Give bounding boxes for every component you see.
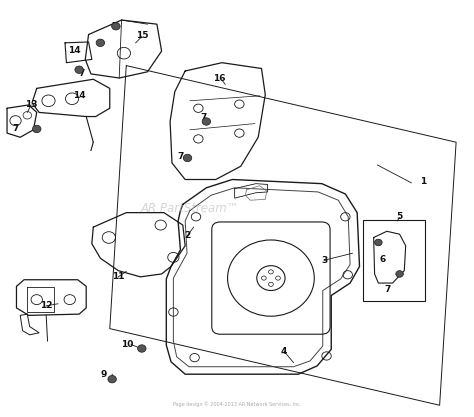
Text: 7: 7 xyxy=(111,22,118,31)
Text: 12: 12 xyxy=(40,301,53,310)
Circle shape xyxy=(202,118,210,125)
Text: 11: 11 xyxy=(112,272,125,281)
Text: 5: 5 xyxy=(396,212,403,221)
Text: 7: 7 xyxy=(384,285,391,294)
Text: 7: 7 xyxy=(177,152,183,161)
Circle shape xyxy=(33,125,41,133)
Text: 14: 14 xyxy=(73,91,85,100)
Circle shape xyxy=(96,39,105,47)
Circle shape xyxy=(374,239,382,246)
Text: AR PartStream™: AR PartStream™ xyxy=(141,202,239,215)
Text: 15: 15 xyxy=(136,31,148,40)
Circle shape xyxy=(75,66,83,73)
Text: 1: 1 xyxy=(420,177,426,186)
Text: 6: 6 xyxy=(380,254,386,264)
Text: 3: 3 xyxy=(321,256,328,265)
Text: 7: 7 xyxy=(78,69,85,78)
Text: 9: 9 xyxy=(101,370,107,379)
Text: 14: 14 xyxy=(68,46,81,55)
Circle shape xyxy=(112,23,120,30)
Text: Page design © 2004-2013 AR Network Services, Inc.: Page design © 2004-2013 AR Network Servi… xyxy=(173,402,301,407)
Text: 7: 7 xyxy=(12,124,18,133)
Text: 13: 13 xyxy=(25,100,37,108)
Circle shape xyxy=(137,345,146,352)
Text: 16: 16 xyxy=(213,73,225,83)
Circle shape xyxy=(183,154,192,162)
Circle shape xyxy=(396,271,403,277)
Text: 7: 7 xyxy=(201,113,207,122)
Text: 10: 10 xyxy=(121,340,134,349)
Circle shape xyxy=(108,375,117,383)
Text: 4: 4 xyxy=(281,347,287,356)
Text: 2: 2 xyxy=(184,231,191,240)
Bar xyxy=(363,220,425,301)
